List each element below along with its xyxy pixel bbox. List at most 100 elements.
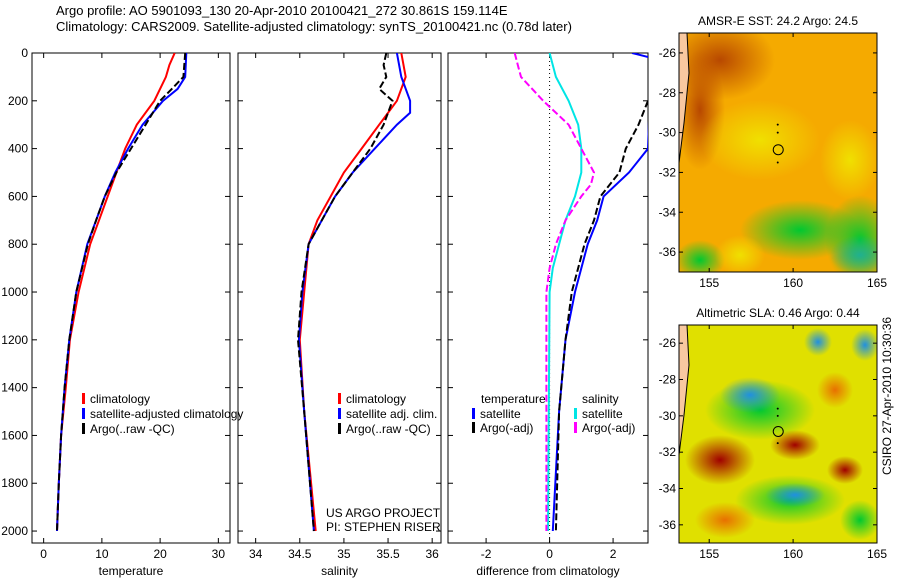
legend-swatch: [472, 422, 475, 433]
x-tick-label: -2: [481, 547, 492, 561]
x-tick-label: 20: [153, 547, 167, 561]
trajectory-point: [776, 161, 779, 164]
map-feature: [840, 500, 877, 540]
legend-label: climatology: [90, 392, 150, 406]
trajectory-point: [776, 407, 779, 410]
map-feature: [685, 435, 755, 485]
map-feature: [804, 328, 832, 356]
lat-tick-label: -30: [659, 409, 677, 423]
map-title: Altimetric SLA: 0.46 Argo: 0.44: [696, 306, 860, 320]
y-tick-label: 200: [8, 94, 28, 108]
lon-tick-label: 160: [783, 276, 803, 290]
series-line-argo-raw-qc-: [56, 53, 187, 532]
annotation-pi: PI: STEPHEN RISER: [326, 520, 441, 534]
lat-tick-label: -34: [659, 482, 677, 496]
lon-tick-label: 160: [783, 547, 803, 561]
lat-tick-label: -36: [659, 518, 677, 532]
y-tick-label: 1800: [1, 476, 28, 490]
legend-label: Argo(..raw -QC): [90, 422, 175, 436]
legend-header-salinity: salinity: [582, 392, 619, 406]
lat-tick-label: -36: [659, 245, 677, 259]
trajectory-point: [776, 442, 779, 445]
annotation-project: US ARGO PROJECT: [326, 506, 441, 520]
map-frame: [678, 32, 878, 273]
argo-position-marker: [772, 425, 784, 437]
y-tick-label: 1400: [1, 381, 28, 395]
legend-label: satellite: [582, 407, 623, 421]
x-axis-label: salinity: [321, 564, 358, 578]
argo-position-marker: [772, 144, 784, 156]
y-tick-label: 2000: [1, 524, 28, 538]
x-tick-label: 35.5: [376, 547, 400, 561]
y-tick-label: 1000: [1, 285, 28, 299]
lon-tick-label: 165: [867, 276, 887, 290]
x-tick-label: 34.5: [288, 547, 312, 561]
side-label: CSIRO 27-Apr-2010 10:30:36: [880, 316, 894, 475]
legend-swatch: [338, 393, 341, 404]
legend-label: Argo(..raw -QC): [346, 422, 431, 436]
x-tick-label: 30: [212, 547, 226, 561]
y-tick-label: 1200: [1, 333, 28, 347]
legend-label: satellite: [480, 407, 521, 421]
x-axis-label: temperature: [99, 564, 164, 578]
map-feature: [715, 235, 765, 272]
y-tick-label: 800: [8, 237, 28, 251]
map-feature: [770, 430, 820, 460]
map-field: [679, 325, 877, 543]
lat-tick-label: -26: [659, 336, 677, 350]
legend-label: Argo(-adj): [582, 421, 635, 435]
map-feature: [765, 483, 825, 507]
map-title: AMSR-E SST: 24.2 Argo: 24.5: [698, 14, 858, 28]
map-feature: [827, 456, 863, 484]
coastline: [679, 325, 690, 456]
legend-swatch: [574, 422, 577, 433]
lon-tick-label: 155: [699, 276, 719, 290]
lat-tick-label: -34: [659, 205, 677, 219]
map-field: [679, 33, 877, 272]
x-tick-label: 36: [425, 547, 439, 561]
coastline: [679, 33, 690, 164]
legend-swatch: [574, 408, 577, 419]
map-feature: [830, 235, 877, 272]
trajectory-point: [776, 414, 779, 417]
legend-swatch: [82, 393, 85, 404]
legend-label: climatology: [346, 392, 406, 406]
x-tick-label: 34: [249, 547, 263, 561]
lat-tick-label: -28: [659, 373, 677, 387]
lat-tick-label: -32: [659, 445, 677, 459]
map-feature: [720, 377, 780, 413]
y-tick-label: 1600: [1, 428, 28, 442]
series-line-salinity-satellite: [547, 53, 583, 532]
axes-frame-0: [31, 52, 231, 544]
lat-tick-label: -32: [659, 165, 677, 179]
map-feature: [817, 372, 853, 408]
title-line-1: Argo profile: AO 5901093_130 20-Apr-2010…: [56, 3, 508, 18]
axes-frame-1: [237, 52, 442, 544]
x-tick-label: 0: [546, 547, 553, 561]
x-tick-label: 10: [95, 547, 109, 561]
legend-label: satellite-adjusted climatology: [90, 407, 243, 421]
legend-swatch: [82, 423, 85, 434]
legend-label: Argo(-adj): [480, 421, 533, 435]
map-frame: [678, 324, 878, 544]
lat-tick-label: -28: [659, 86, 677, 100]
lon-tick-label: 165: [867, 547, 887, 561]
y-tick-label: 600: [8, 189, 28, 203]
title-line-2: Climatology: CARS2009. Satellite-adjuste…: [56, 19, 572, 34]
map-feature: [700, 100, 820, 180]
legend-swatch: [82, 408, 85, 419]
trajectory-point: [776, 131, 779, 134]
lat-tick-label: -30: [659, 126, 677, 140]
trajectory-point: [776, 123, 779, 126]
map-feature: [695, 502, 755, 538]
legend-swatch: [338, 408, 341, 419]
series-line-temperature-argo-adj-: [554, 100, 648, 532]
map-feature: [851, 329, 877, 361]
legend-header-temperature: temperature: [481, 392, 546, 406]
map-feature: [679, 240, 725, 272]
legend-swatch: [472, 408, 475, 419]
map-feature: [820, 120, 877, 200]
series-line-salinity-argo-adj-: [513, 53, 596, 531]
